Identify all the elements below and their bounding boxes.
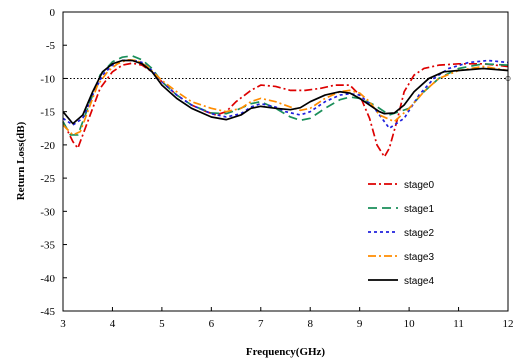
legend-label-stage1: stage1 [404,204,434,215]
y-tick-label: -35 [40,240,55,252]
x-tick-label: 4 [110,318,116,330]
y-tick-label: -45 [40,306,55,318]
legend-label-stage0: stage0 [404,180,434,191]
x-tick-label: 7 [258,318,264,330]
series-line-stage1 [62,55,509,136]
x-tick-label: 8 [307,318,313,330]
y-tick-label: -5 [46,40,56,52]
x-tick-label: 3 [60,318,66,330]
legend: stage0 stage1 stage2 stage3 stage4 [368,180,434,287]
plot-area-border [62,11,509,312]
series-line-stage0 [62,62,509,158]
y-tick-label: -25 [40,173,55,185]
x-tick-label: 12 [503,318,514,330]
series-line-stage3 [62,58,509,136]
x-tick-label: 11 [453,318,464,330]
y-tick-label: -10 [40,73,55,85]
legend-label-stage3: stage3 [404,252,434,263]
x-tick-label: 10 [404,318,416,330]
legend-label-stage2: stage2 [404,228,434,239]
y-tick-label: -20 [40,140,55,152]
legend-label-stage4: stage4 [404,276,434,287]
y-tick-label: -40 [40,273,55,285]
y-tick-label: -30 [40,206,55,218]
x-axis-title: Frequency(GHz) [246,346,326,358]
y-axis-title: Return Loss(dB) [15,121,27,200]
x-tick-label: 6 [209,318,215,330]
x-tick-label: 5 [159,318,165,330]
x-tick-label: 9 [357,318,363,330]
y-tick-label: -15 [40,107,55,119]
y-tick-label: 0 [50,7,56,19]
series-line-stage4 [62,59,509,125]
